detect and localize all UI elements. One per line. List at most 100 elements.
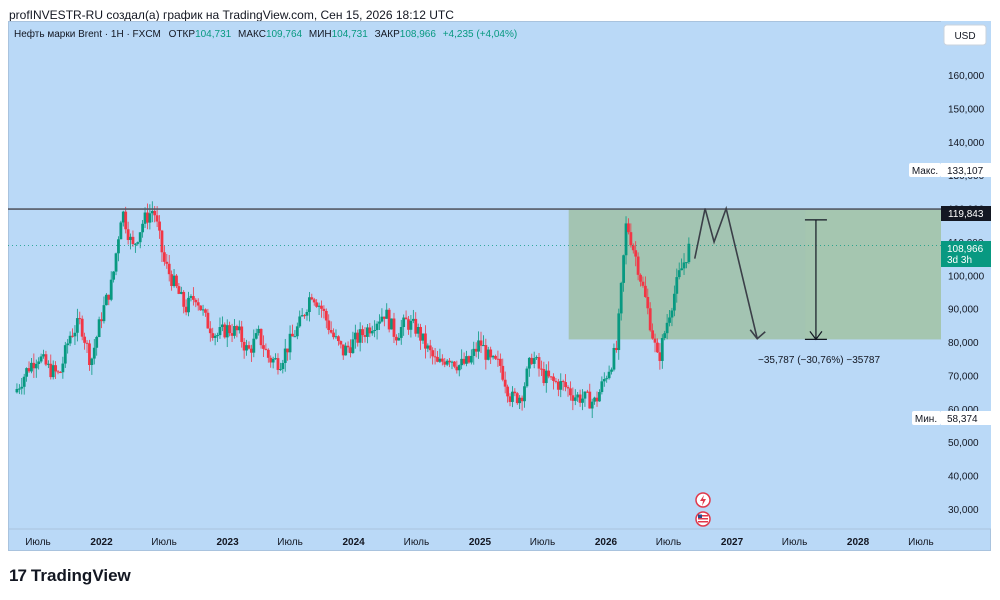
candle[interactable] (600, 376, 604, 395)
candle[interactable] (431, 347, 435, 365)
candle[interactable] (489, 346, 493, 364)
candle[interactable] (187, 291, 190, 317)
candle[interactable] (124, 206, 128, 234)
candle[interactable] (230, 323, 234, 343)
candle[interactable] (465, 350, 468, 367)
candle[interactable] (276, 353, 280, 375)
candle[interactable] (283, 338, 287, 372)
candle[interactable] (685, 262, 688, 269)
candle[interactable] (356, 329, 360, 347)
candle[interactable] (370, 325, 374, 336)
candle[interactable] (344, 342, 348, 356)
currency-button[interactable]: USD (943, 24, 987, 46)
candle[interactable] (361, 325, 364, 344)
candle[interactable] (588, 383, 592, 409)
candle[interactable] (544, 364, 548, 393)
candle[interactable] (312, 297, 316, 306)
candle[interactable] (240, 320, 244, 348)
candle[interactable] (525, 366, 529, 388)
price-axis-bg[interactable] (941, 21, 991, 529)
candle[interactable] (112, 271, 116, 283)
candle[interactable] (547, 361, 551, 379)
candle[interactable] (274, 353, 277, 360)
candle[interactable] (199, 305, 203, 311)
candle[interactable] (327, 314, 331, 335)
candle[interactable] (680, 258, 684, 271)
candle[interactable] (382, 316, 386, 327)
candle[interactable] (474, 342, 478, 358)
candle[interactable] (668, 309, 671, 327)
lightning-icon[interactable] (695, 492, 711, 508)
candle[interactable] (175, 273, 178, 289)
candle[interactable] (399, 319, 403, 345)
candle[interactable] (407, 316, 410, 335)
candle[interactable] (636, 252, 640, 281)
candle[interactable] (85, 340, 89, 354)
candle[interactable] (141, 220, 145, 238)
candle[interactable] (233, 318, 236, 339)
candle[interactable] (402, 314, 406, 336)
candle[interactable] (136, 241, 140, 246)
candle[interactable] (324, 308, 328, 329)
candle[interactable] (651, 323, 655, 340)
candle[interactable] (421, 333, 425, 344)
candle[interactable] (61, 356, 65, 379)
candle[interactable] (107, 294, 111, 306)
candle[interactable] (460, 349, 464, 370)
candle[interactable] (121, 210, 125, 227)
candle[interactable] (639, 273, 642, 287)
candle[interactable] (83, 332, 87, 350)
candle[interactable] (225, 319, 229, 348)
candle[interactable] (351, 331, 355, 354)
candle[interactable] (25, 367, 29, 382)
candle[interactable] (605, 375, 609, 383)
candle[interactable] (92, 339, 96, 365)
candle[interactable] (220, 316, 224, 332)
candle[interactable] (445, 359, 449, 367)
candle[interactable] (295, 322, 299, 340)
candle[interactable] (59, 371, 62, 374)
candle[interactable] (305, 309, 309, 321)
candle[interactable] (595, 391, 599, 407)
candle[interactable] (641, 276, 645, 288)
candle[interactable] (245, 339, 248, 356)
candle[interactable] (593, 396, 597, 405)
candle[interactable] (675, 268, 679, 303)
candle[interactable] (585, 389, 589, 393)
candle[interactable] (126, 221, 130, 245)
candle[interactable] (95, 335, 99, 356)
candle[interactable] (564, 374, 568, 392)
candle[interactable] (235, 324, 239, 338)
candle[interactable] (189, 294, 193, 302)
candle[interactable] (17, 384, 21, 395)
candle[interactable] (561, 379, 565, 391)
candle[interactable] (341, 344, 345, 360)
candle[interactable] (42, 349, 45, 359)
candle[interactable] (228, 321, 232, 337)
candle[interactable] (523, 382, 526, 408)
candle[interactable] (143, 207, 147, 229)
candle[interactable] (138, 231, 142, 249)
candle[interactable] (462, 352, 466, 366)
candle[interactable] (576, 391, 580, 402)
candle[interactable] (619, 281, 623, 321)
candle[interactable] (598, 389, 601, 402)
candle[interactable] (583, 391, 587, 407)
candle[interactable] (56, 370, 60, 375)
candle[interactable] (213, 333, 217, 346)
candle[interactable] (390, 318, 393, 330)
candle[interactable] (216, 332, 219, 343)
candle[interactable] (346, 341, 350, 353)
tradingview-brand[interactable]: 17 TradingView (9, 566, 131, 586)
candle[interactable] (665, 314, 669, 340)
candle[interactable] (54, 361, 58, 379)
candle[interactable] (73, 325, 77, 345)
candle[interactable] (677, 262, 681, 280)
candle[interactable] (317, 302, 321, 315)
candle[interactable] (515, 392, 519, 405)
candle[interactable] (506, 384, 509, 403)
candle[interactable] (349, 339, 352, 358)
candle[interactable] (66, 339, 70, 354)
candle[interactable] (581, 389, 584, 411)
candle[interactable] (469, 349, 473, 365)
